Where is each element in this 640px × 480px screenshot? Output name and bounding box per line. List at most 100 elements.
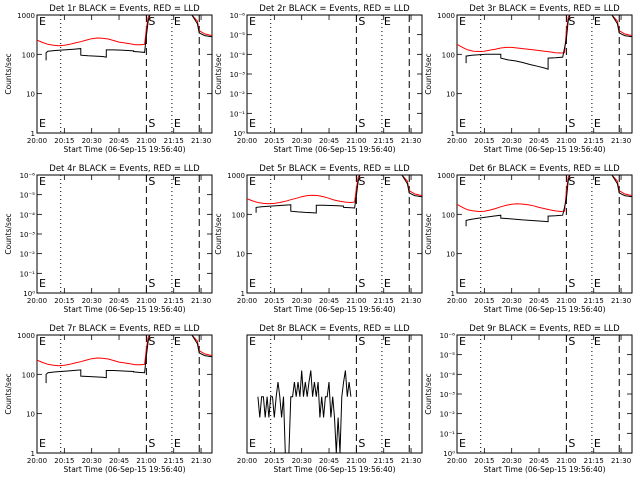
x-tick-label: 20:45 (319, 457, 339, 465)
y-axis-label: Counts/sec (424, 213, 433, 254)
marker-label: S (358, 175, 365, 188)
x-tick-label: 21:30 (191, 297, 211, 305)
chart-title: Det 2r BLACK = Events, RED = LLD (259, 4, 410, 14)
marker-label: E (459, 335, 466, 348)
x-tick-label: 20:15 (264, 137, 284, 145)
x-tick-label: 20:00 (447, 137, 467, 145)
x-tick-label: 21:30 (401, 137, 421, 145)
marker-label: E (459, 15, 466, 28)
x-tick-label: 20:00 (27, 457, 47, 465)
x-tick-label: 20:00 (237, 137, 257, 145)
marker-label: S (358, 335, 365, 348)
x-tick-label: 20:45 (109, 137, 129, 145)
plot-frame (456, 334, 633, 454)
x-tick-label: 21:30 (611, 457, 631, 465)
y-tick-label: 1 (451, 130, 455, 138)
marker-label: E (39, 15, 46, 28)
x-tick-label: 20:15 (264, 297, 284, 305)
y-tick-label: 100 (232, 211, 245, 219)
series-events-line (45, 15, 212, 61)
y-tick-label: 10 (236, 251, 245, 259)
marker-label: E (594, 15, 601, 28)
marker-label: E (384, 15, 391, 28)
marker-label: E (384, 335, 391, 348)
x-tick-label: 21:30 (401, 297, 421, 305)
y-tick-label: 10⁻² (230, 91, 246, 99)
series-events-line (45, 335, 212, 384)
marker-label: E (39, 277, 46, 290)
y-tick-label: 10⁻⁵ (230, 32, 246, 40)
y-tick-label: 1000 (17, 332, 35, 340)
marker-label: S (568, 335, 575, 348)
plot-frame (246, 334, 423, 454)
x-tick-label: 20:45 (109, 297, 129, 305)
x-tick-label: 21:30 (191, 457, 211, 465)
x-axis-label: Start Time (06-Sep-15 19:56:40) (274, 305, 396, 314)
y-tick-label: 100 (442, 211, 455, 219)
x-tick-label: 20:15 (474, 137, 494, 145)
chart-panel-2: Det 2r BLACK = Events, RED = LLD 10⁰ 10⁻¹ 1… (214, 4, 423, 154)
plot-frame (456, 174, 633, 294)
y-tick-label: 10⁻¹ (20, 270, 36, 278)
marker-label: E (594, 175, 601, 188)
marker-label: E (249, 175, 256, 188)
marker-label: E (174, 117, 181, 130)
marker-label: E (594, 117, 601, 130)
chart-title: Det 9r BLACK = Events, RED = LLD (469, 324, 620, 334)
plot-frame (246, 174, 423, 294)
marker-label: S (358, 15, 365, 28)
y-tick-label: 10 (26, 411, 35, 419)
y-tick-label: 10⁻⁶ (20, 172, 36, 180)
y-tick-label: 1 (31, 450, 35, 458)
x-axis-label: Start Time (06-Sep-15 19:56:40) (64, 305, 186, 314)
chart-panel-4: Det 4r BLACK = Events, RED = LLD 10⁰ 10⁻¹ 1… (4, 164, 213, 314)
plot-frame (36, 14, 213, 134)
x-tick-label: 21:30 (401, 457, 421, 465)
x-axis-label: Start Time (06-Sep-15 19:56:40) (64, 145, 186, 154)
chart-panel-7: Det 7r BLACK = Events, RED = LLD 1 10 100 10… (4, 324, 213, 474)
chart-title: Det 5r BLACK = Events, RED = LLD (259, 164, 410, 174)
y-axis-label: Counts/sec (214, 213, 223, 254)
y-tick-label: 10⁻² (440, 411, 456, 419)
marker-label: E (39, 335, 46, 348)
chart-panel-5: Det 5r BLACK = Events, RED = LLD 1 10 100 10… (214, 164, 423, 314)
x-tick-label: 21:15 (584, 297, 604, 305)
y-tick-label: 10 (446, 251, 455, 259)
x-tick-label: 20:30 (502, 297, 522, 305)
plot-frame (36, 174, 213, 294)
y-tick-label: 10⁻⁶ (230, 12, 246, 20)
y-axis-label: Counts/sec (4, 373, 13, 414)
marker-label: S (148, 15, 155, 28)
marker-label: S (358, 117, 365, 130)
marker-label: E (384, 117, 391, 130)
x-tick-label: 21:15 (164, 297, 184, 305)
x-tick-label: 20:45 (109, 457, 129, 465)
y-tick-label: 100 (22, 51, 35, 59)
y-axis-label: Counts/sec (424, 373, 433, 414)
series-lld-line (457, 175, 632, 213)
y-tick-label: 10⁻³ (20, 231, 36, 239)
marker-label: S (358, 437, 365, 450)
x-tick-label: 20:15 (54, 457, 74, 465)
x-tick-label: 20:30 (502, 457, 522, 465)
x-axis-label: Start Time (06-Sep-15 19:56:40) (484, 305, 606, 314)
marker-label: E (459, 175, 466, 188)
x-axis-label: Start Time (06-Sep-15 19:56:40) (484, 145, 606, 154)
y-tick-label: 1 (31, 130, 35, 138)
marker-label: S (568, 277, 575, 290)
x-tick-label: 20:45 (319, 137, 339, 145)
marker-label: S (148, 117, 155, 130)
x-tick-label: 21:15 (374, 297, 394, 305)
marker-label: S (148, 335, 155, 348)
plot-frame (246, 14, 423, 134)
marker-label: E (249, 335, 256, 348)
x-tick-label: 21:15 (584, 137, 604, 145)
x-tick-label: 21:15 (374, 457, 394, 465)
x-tick-label: 21:00 (556, 457, 576, 465)
chart-title: Det 7r BLACK = Events, RED = LLD (49, 324, 200, 334)
chart-panel-1: Det 1r BLACK = Events, RED = LLD 1 10 100 10… (4, 4, 213, 154)
series-lld-line (457, 15, 632, 54)
x-tick-label: 21:00 (346, 457, 366, 465)
x-tick-label: 20:15 (474, 457, 494, 465)
